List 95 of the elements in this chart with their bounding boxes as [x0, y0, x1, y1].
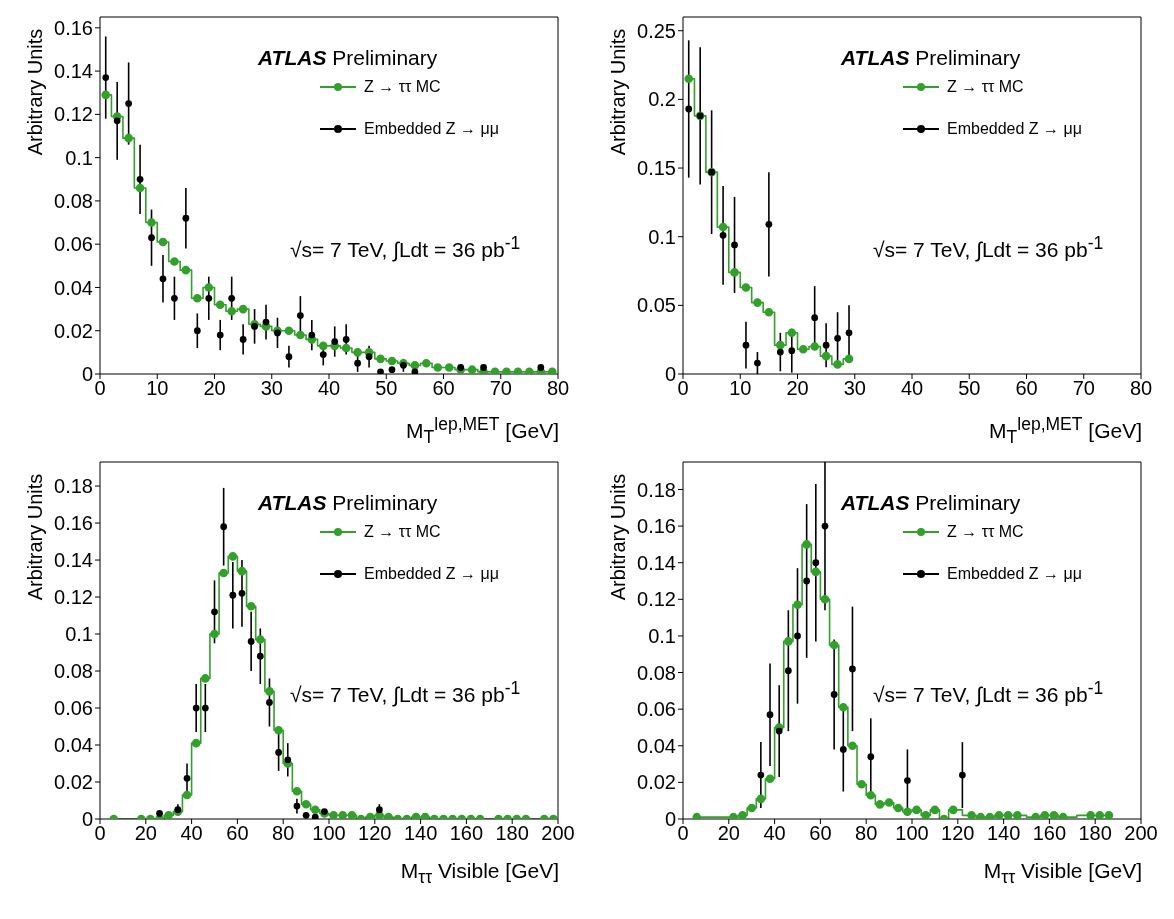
- y-axis-title: Arbitrary Units: [24, 473, 47, 601]
- annotation: ATLAS Preliminary: [258, 46, 438, 70]
- y-tick-label: 0.08: [54, 660, 93, 683]
- y-tick-label: 0.16: [637, 515, 676, 538]
- y-tick-label: 0.08: [54, 190, 93, 213]
- y-tick-label: 0.08: [637, 661, 676, 684]
- y-tick-label: 0.04: [637, 734, 676, 757]
- x-tick-label: 180: [495, 822, 529, 845]
- legend-label: Z → ττ MC: [947, 523, 1024, 541]
- y-tick-label: 0.12: [637, 588, 676, 611]
- x-tick-label: 70: [489, 377, 512, 400]
- legend-label: Embedded Z → μμ: [364, 120, 499, 138]
- annotation: √s= 7 TeV, ∫Ldt = 36 pb$^{-1}$: [873, 233, 1104, 262]
- x-tick-label: 70: [1072, 377, 1095, 400]
- x-tick-label: 60: [226, 822, 249, 845]
- legend-label: Embedded Z → μμ: [364, 565, 499, 583]
- x-tick-label: 50: [375, 377, 398, 400]
- y-axis-title: Arbitrary Units: [607, 473, 630, 601]
- x-tick-label: 10: [729, 377, 752, 400]
- x-axis-title: M$_{ττ}$ Visible [GeV]: [400, 859, 559, 889]
- x-tick-label: 140: [403, 822, 438, 845]
- x-tick-label: 20: [203, 377, 226, 400]
- x-tick-label: 160: [1032, 822, 1067, 845]
- y-tick-label: 0.18: [54, 475, 93, 498]
- x-tick-label: 140: [986, 822, 1021, 845]
- y-tick-label: 0.06: [54, 233, 93, 256]
- y-tick-label: 0: [81, 363, 93, 386]
- y-tick-label: 0.1: [65, 146, 93, 169]
- y-tick-label: 0: [664, 363, 676, 386]
- annotation: ATLAS Preliminary: [841, 491, 1021, 515]
- x-tick-label: 80: [1129, 377, 1153, 400]
- y-tick-label: 0.02: [54, 771, 93, 794]
- annotation: √s= 7 TeV, ∫Ldt = 36 pb$^{-1}$: [290, 678, 521, 707]
- y-tick-label: 0.1: [65, 623, 93, 646]
- x-tick-label: 40: [180, 822, 203, 845]
- x-tick-label: 100: [312, 822, 346, 845]
- y-tick-label: 0.1: [648, 225, 676, 248]
- y-axis-title: Arbitrary Units: [607, 28, 630, 156]
- legend-label: Z → ττ MC: [947, 78, 1024, 96]
- x-axis-title: M$_{T}$$^{lep,MET}$ [GeV]: [406, 414, 559, 449]
- legend-label: Embedded Z → μμ: [947, 565, 1082, 583]
- x-axis-title: M$_{T}$$^{lep,MET}$ [GeV]: [989, 414, 1142, 449]
- annotation: ATLAS Preliminary: [841, 46, 1021, 70]
- x-tick-label: 120: [941, 822, 975, 845]
- x-tick-label: 40: [900, 377, 924, 400]
- y-tick-label: 0.14: [54, 60, 93, 83]
- y-tick-label: 0.14: [637, 551, 676, 574]
- x-tick-label: 20: [134, 822, 157, 845]
- y-axis-title: Arbitrary Units: [24, 28, 47, 156]
- legend-label: Z → ττ MC: [364, 78, 441, 96]
- annotation: √s= 7 TeV, ∫Ldt = 36 pb$^{-1}$: [873, 678, 1104, 707]
- y-tick-label: 0.04: [54, 734, 93, 757]
- y-tick-label: 0.06: [637, 698, 676, 721]
- y-tick-label: 0.1: [648, 625, 676, 648]
- x-tick-label: 30: [843, 377, 866, 400]
- legend-label: Z → ττ MC: [364, 523, 441, 541]
- legend-label: Embedded Z → μμ: [947, 120, 1082, 138]
- y-tick-label: 0.06: [54, 697, 93, 720]
- x-tick-label: 100: [895, 822, 929, 845]
- y-tick-label: 0.05: [637, 294, 676, 317]
- y-tick-label: 0.12: [54, 103, 93, 126]
- x-tick-label: 120: [358, 822, 392, 845]
- x-tick-label: 160: [449, 822, 484, 845]
- x-tick-label: 20: [786, 377, 809, 400]
- y-tick-label: 0.02: [54, 319, 93, 342]
- x-tick-label: 200: [1124, 822, 1158, 845]
- y-tick-label: 0.14: [54, 549, 93, 572]
- y-tick-label: 0.12: [54, 586, 93, 609]
- x-tick-label: 200: [541, 822, 575, 845]
- x-tick-label: 10: [146, 377, 169, 400]
- y-tick-label: 0.25: [637, 19, 676, 42]
- y-tick-label: 0.15: [637, 157, 676, 180]
- y-tick-label: 0.18: [637, 478, 676, 501]
- x-tick-label: 180: [1078, 822, 1112, 845]
- x-tick-label: 60: [1015, 377, 1038, 400]
- x-tick-label: 60: [809, 822, 832, 845]
- x-tick-label: 80: [855, 822, 878, 845]
- y-tick-label: 0.04: [54, 276, 93, 299]
- y-tick-label: 0.02: [637, 771, 676, 794]
- y-tick-label: 0.2: [648, 88, 676, 111]
- annotation: ATLAS Preliminary: [258, 491, 438, 515]
- x-tick-label: 60: [432, 377, 455, 400]
- y-tick-label: 0: [81, 808, 93, 831]
- annotation: √s= 7 TeV, ∫Ldt = 36 pb$^{-1}$: [290, 233, 521, 262]
- x-tick-label: 40: [763, 822, 786, 845]
- x-tick-label: 80: [546, 377, 570, 400]
- y-tick-label: 0: [664, 808, 676, 831]
- y-tick-label: 0.16: [54, 512, 93, 535]
- x-tick-label: 50: [958, 377, 981, 400]
- x-tick-label: 30: [260, 377, 283, 400]
- x-tick-label: 80: [272, 822, 295, 845]
- x-axis-title: M$_{ττ}$ Visible [GeV]: [983, 859, 1142, 889]
- x-tick-label: 40: [317, 377, 341, 400]
- y-tick-label: 0.16: [54, 16, 93, 39]
- x-tick-label: 20: [717, 822, 740, 845]
